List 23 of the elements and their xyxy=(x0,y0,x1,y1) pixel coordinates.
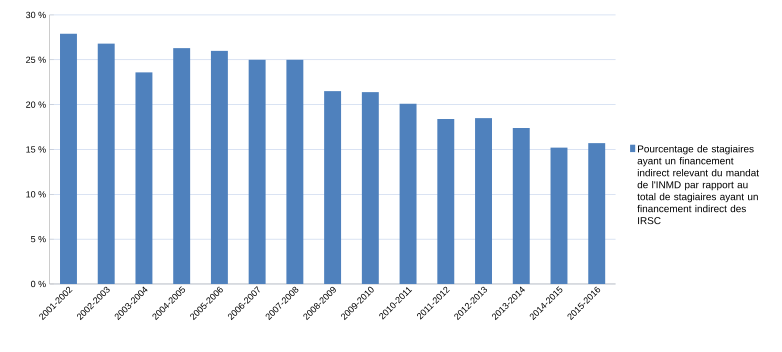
bar xyxy=(98,44,115,284)
bar xyxy=(173,48,190,284)
bar xyxy=(437,119,454,284)
bar xyxy=(210,50,228,284)
y-tick-label: 5 % xyxy=(31,236,46,242)
bar xyxy=(60,34,77,284)
bar xyxy=(286,60,304,284)
bar xyxy=(248,60,266,284)
bar xyxy=(588,143,606,284)
bar xyxy=(550,148,568,284)
bar xyxy=(512,128,530,284)
y-tick-label: 15 % xyxy=(26,146,46,153)
y-tick-label: 0 % xyxy=(30,280,46,288)
legend-label: Pourcentage de stagiaires ayant un financement indirect relevant du mandat de l'INMD par rapport au total de stagiaires ayant un financement indirect des IRSC xyxy=(637,145,759,224)
bar xyxy=(135,72,152,284)
y-tick-label: 30 % xyxy=(26,12,46,18)
bar xyxy=(362,92,379,284)
bar xyxy=(324,91,342,284)
y-tick-label: 10 % xyxy=(26,191,46,198)
y-tick-label: 20 % xyxy=(26,102,46,108)
bar xyxy=(400,104,417,284)
y-tick-label: 25 % xyxy=(26,56,46,64)
bar xyxy=(475,118,492,284)
